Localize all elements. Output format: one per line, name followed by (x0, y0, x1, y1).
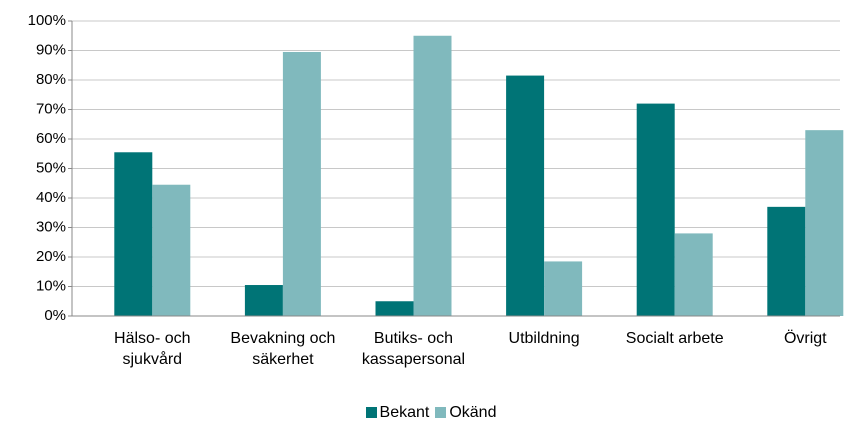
x-tick-label: Socialt arbete (625, 330, 724, 347)
bar (152, 184, 191, 316)
bar (805, 130, 844, 316)
legend-swatch (365, 407, 377, 418)
bar (544, 261, 583, 316)
legend-swatch (435, 407, 447, 418)
x-tick-label: Utbildning (508, 330, 580, 347)
bar (375, 301, 414, 316)
y-tick-label: 80% (36, 71, 66, 88)
legend-item: Okänd (435, 404, 496, 422)
bar (767, 206, 806, 316)
y-tick-label: 90% (36, 41, 66, 58)
x-tick-label: Övrigt (783, 330, 827, 347)
legend-label: Bekant (379, 404, 430, 421)
bar (114, 152, 153, 316)
bar (636, 103, 675, 316)
y-tick-label: 100% (28, 12, 66, 29)
bar (674, 233, 713, 316)
bar (413, 35, 452, 316)
y-tick-label: 50% (36, 159, 66, 176)
y-tick-label: 10% (36, 277, 66, 294)
y-tick-label: 30% (36, 218, 66, 235)
y-tick-label: 0% (44, 307, 66, 324)
x-tick-label: Butiks- och kassapersonal (361, 330, 466, 368)
bar (244, 285, 283, 316)
legend: Bekant Okänd (0, 404, 862, 422)
x-tick-label: Bevakning och säkerhet (230, 330, 336, 368)
y-tick-label: 20% (36, 248, 66, 265)
bar (506, 75, 545, 316)
y-tick-label: 70% (36, 100, 66, 117)
legend-item: Bekant (365, 404, 430, 422)
bar (282, 51, 321, 316)
x-tick-label: Hälso- och sjukvård (114, 330, 191, 368)
legend-label: Okänd (449, 404, 497, 421)
y-tick-label: 40% (36, 189, 66, 206)
y-tick-label: 60% (36, 130, 66, 147)
